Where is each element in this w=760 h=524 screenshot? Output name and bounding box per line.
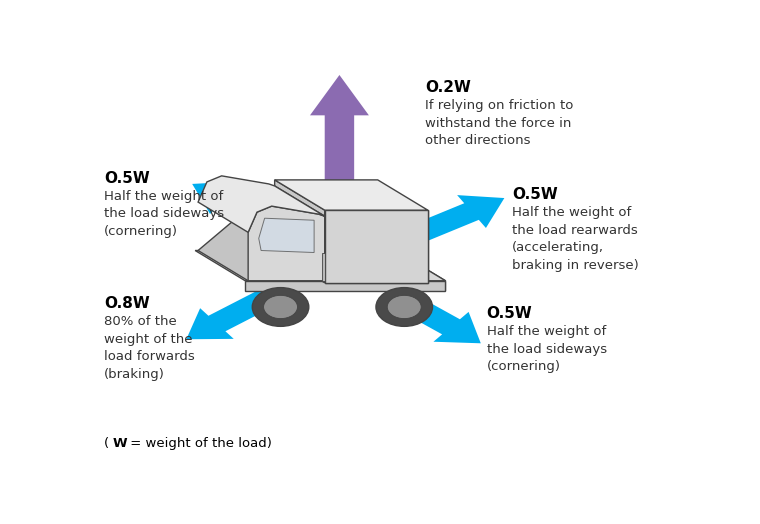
Circle shape: [252, 288, 309, 326]
Polygon shape: [325, 210, 428, 283]
Text: O.5W: O.5W: [512, 187, 558, 202]
Polygon shape: [409, 195, 505, 243]
Polygon shape: [245, 281, 445, 291]
Text: O.5W: O.5W: [104, 171, 150, 186]
Polygon shape: [274, 180, 428, 210]
Polygon shape: [198, 176, 325, 232]
Polygon shape: [198, 186, 325, 281]
Polygon shape: [192, 181, 299, 235]
Text: O.5W: O.5W: [486, 306, 533, 321]
Polygon shape: [186, 283, 289, 339]
Polygon shape: [321, 253, 325, 281]
Polygon shape: [258, 218, 314, 253]
Text: (: (: [104, 437, 109, 450]
Polygon shape: [248, 206, 325, 281]
Polygon shape: [195, 250, 445, 281]
Text: If relying on friction to
withstand the force in
other directions: If relying on friction to withstand the …: [425, 99, 573, 147]
Circle shape: [376, 288, 432, 326]
Text: Half the weight of
the load sideways
(cornering): Half the weight of the load sideways (co…: [486, 325, 606, 373]
Text: O.8W: O.8W: [104, 296, 150, 311]
Polygon shape: [395, 293, 481, 343]
Text: Half the weight of
the load sideways
(cornering): Half the weight of the load sideways (co…: [104, 190, 224, 238]
Text: Half the weight of
the load rearwards
(accelerating,
braking in reverse): Half the weight of the load rearwards (a…: [512, 206, 638, 271]
Polygon shape: [395, 250, 445, 291]
Circle shape: [388, 296, 421, 319]
Circle shape: [264, 296, 297, 319]
Polygon shape: [325, 210, 428, 283]
Polygon shape: [310, 75, 369, 216]
Text: O.2W: O.2W: [425, 80, 470, 95]
Text: 80% of the
weight of the
load forwards
(braking): 80% of the weight of the load forwards (…: [104, 315, 195, 380]
Text: = weight of the load): = weight of the load): [126, 437, 272, 450]
Polygon shape: [274, 180, 325, 283]
Text: W: W: [112, 437, 127, 450]
